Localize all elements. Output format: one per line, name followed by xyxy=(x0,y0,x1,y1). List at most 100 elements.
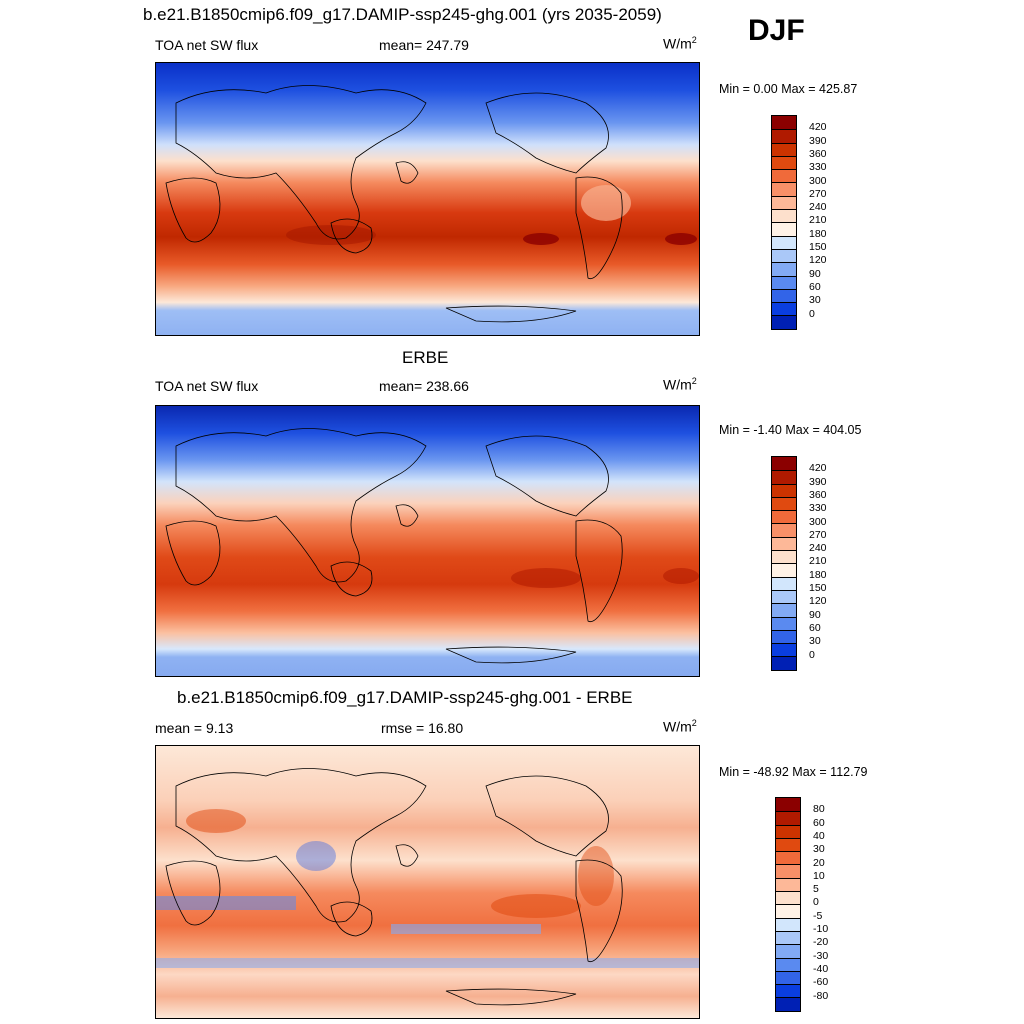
colorbar-swatch xyxy=(772,248,796,263)
colorbar-swatch xyxy=(772,643,796,657)
colorbar-tick-label: 330 xyxy=(809,161,827,174)
panel3-units: W/m2 xyxy=(663,718,697,735)
colorbar-tick-label: -20 xyxy=(813,936,829,949)
colorbar-tick-label: 60 xyxy=(809,621,821,634)
colorbar-tick-label: 180 xyxy=(809,227,827,240)
colorbar-tick-label: 390 xyxy=(809,134,827,147)
panel1-variable-label: TOA net SW flux xyxy=(155,37,259,53)
panel2-map xyxy=(155,405,700,677)
colorbar-swatch xyxy=(776,798,800,812)
colorbar-tick-label: 420 xyxy=(809,121,827,134)
panel2-units: W/m2 xyxy=(663,376,697,393)
colorbar-swatch xyxy=(772,510,796,524)
panel2-mean-label: mean= 238.66 xyxy=(379,378,469,394)
panel3-title: b.e21.B1850cmip6.f09_g17.DAMIP-ssp245-gh… xyxy=(177,688,633,707)
colorbar-swatch xyxy=(776,957,800,971)
colorbar-swatch xyxy=(776,904,800,918)
colorbar-tick-label: -30 xyxy=(813,949,829,962)
colorbar-tick-label: -80 xyxy=(813,989,829,1002)
colorbar-swatch xyxy=(776,864,800,878)
colorbar-swatch xyxy=(772,496,796,511)
colorbar-tick-label: 330 xyxy=(809,502,827,515)
colorbar-tick-label: 30 xyxy=(813,843,825,856)
colorbar-swatch xyxy=(772,209,796,223)
colorbar-swatch xyxy=(772,470,796,484)
colorbar-tick-label: 30 xyxy=(809,294,821,307)
colorbar-swatch xyxy=(772,195,796,210)
colorbar-tick-label: 150 xyxy=(809,582,827,594)
colorbar-tick-label: 240 xyxy=(809,201,827,214)
panel2-title: ERBE xyxy=(402,348,449,367)
colorbar-swatch xyxy=(772,576,796,590)
season-label: DJF xyxy=(748,14,805,47)
colorbar-swatch xyxy=(776,851,800,865)
colorbar-tick-label: 180 xyxy=(809,568,827,581)
panel1-colorbar xyxy=(771,115,797,330)
colorbar-tick-label: 120 xyxy=(809,254,827,267)
colorbar-tick-label: 90 xyxy=(809,608,821,621)
colorbar-tick-label: 270 xyxy=(809,528,827,541)
colorbar-tick-label: -40 xyxy=(813,962,829,975)
colorbar-tick-label: 360 xyxy=(809,147,827,160)
colorbar-swatch xyxy=(772,629,796,644)
colorbar-swatch xyxy=(776,837,800,852)
panel1-minmax: Min = 0.00 Max = 425.87 xyxy=(719,82,858,96)
colorbar-swatch xyxy=(772,457,796,471)
colorbar-swatch xyxy=(772,616,796,630)
colorbar-swatch xyxy=(776,997,800,1011)
colorbar-swatch xyxy=(772,288,796,303)
colorbar-swatch xyxy=(772,302,796,316)
colorbar-swatch xyxy=(772,523,796,537)
colorbar-swatch xyxy=(776,944,800,958)
colorbar-swatch xyxy=(776,811,800,825)
colorbar-tick-label: 150 xyxy=(809,241,827,253)
colorbar-swatch xyxy=(776,891,800,905)
panel3-minmax: Min = -48.92 Max = 112.79 xyxy=(719,765,868,779)
colorbar-tick-label: 300 xyxy=(809,174,827,187)
colorbar-swatch xyxy=(772,222,796,236)
colorbar-tick-label: 40 xyxy=(813,829,825,842)
colorbar-swatch xyxy=(772,116,796,130)
panel1-units: W/m2 xyxy=(663,35,697,52)
colorbar-tick-label: 5 xyxy=(813,883,819,896)
colorbar-tick-label: -60 xyxy=(813,976,829,989)
panel2-colorbar xyxy=(771,456,797,671)
colorbar-swatch xyxy=(772,142,796,156)
panel1-mean-label: mean= 247.79 xyxy=(379,37,469,53)
panel1-title: b.e21.B1850cmip6.f09_g17.DAMIP-ssp245-gh… xyxy=(143,5,662,24)
colorbar-tick-label: 10 xyxy=(813,869,825,882)
colorbar-tick-label: 210 xyxy=(809,555,827,568)
colorbar-tick-label: 420 xyxy=(809,462,827,475)
panel3-mean-label: mean = 9.13 xyxy=(155,720,234,736)
colorbar-swatch xyxy=(772,483,796,497)
colorbar-tick-label: 270 xyxy=(809,187,827,200)
colorbar-swatch xyxy=(776,877,800,892)
colorbar-tick-label: 0 xyxy=(813,896,819,909)
colorbar-tick-label: 30 xyxy=(809,635,821,648)
colorbar-tick-label: 60 xyxy=(813,816,825,829)
colorbar-swatch xyxy=(772,589,796,604)
colorbar-swatch xyxy=(772,603,796,617)
colorbar-swatch xyxy=(772,182,796,196)
panel3-rmse-label: rmse = 16.80 xyxy=(381,720,464,736)
colorbar-tick-label: 90 xyxy=(809,267,821,280)
colorbar-swatch xyxy=(776,984,800,998)
colorbar-swatch xyxy=(776,917,800,931)
colorbar-swatch xyxy=(772,262,796,276)
colorbar-tick-label: 0 xyxy=(809,307,815,320)
panel1-map xyxy=(155,62,700,336)
colorbar-tick-label: 80 xyxy=(813,803,825,816)
colorbar-tick-label: 20 xyxy=(813,856,825,869)
colorbar-swatch xyxy=(772,129,796,143)
colorbar-tick-label: 120 xyxy=(809,595,827,608)
colorbar-swatch xyxy=(772,563,796,577)
colorbar-swatch xyxy=(772,169,796,183)
colorbar-swatch xyxy=(772,235,796,249)
colorbar-tick-label: -5 xyxy=(813,909,823,922)
colorbar-swatch xyxy=(772,155,796,170)
colorbar-tick-label: 300 xyxy=(809,515,827,528)
panel2-minmax: Min = -1.40 Max = 404.05 xyxy=(719,423,862,437)
colorbar-tick-label: 0 xyxy=(809,648,815,661)
panel3-colorbar xyxy=(775,797,801,1012)
colorbar-swatch xyxy=(772,550,796,564)
